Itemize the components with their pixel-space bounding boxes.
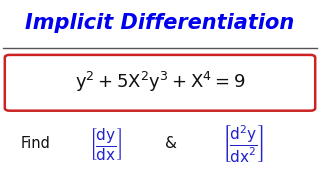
FancyBboxPatch shape (5, 55, 315, 111)
Text: $\left[\dfrac{\mathrm{d}\mathrm{y}}{\mathrm{d}\mathrm{x}}\right]$: $\left[\dfrac{\mathrm{d}\mathrm{y}}{\mat… (89, 126, 122, 162)
Text: $\left[\dfrac{\mathrm{d}^2\mathrm{y}}{\mathrm{d}\mathrm{x}^2}\right]$: $\left[\dfrac{\mathrm{d}^2\mathrm{y}}{\m… (222, 123, 264, 165)
Text: Implicit Differentiation: Implicit Differentiation (25, 13, 295, 33)
Text: $\mathrm{y}^2 + 5\mathrm{X}^2\mathrm{y}^3 + \mathrm{X}^4 = 9$: $\mathrm{y}^2 + 5\mathrm{X}^2\mathrm{y}^… (75, 70, 245, 94)
Text: &: & (165, 136, 177, 152)
Text: Find: Find (20, 136, 50, 152)
